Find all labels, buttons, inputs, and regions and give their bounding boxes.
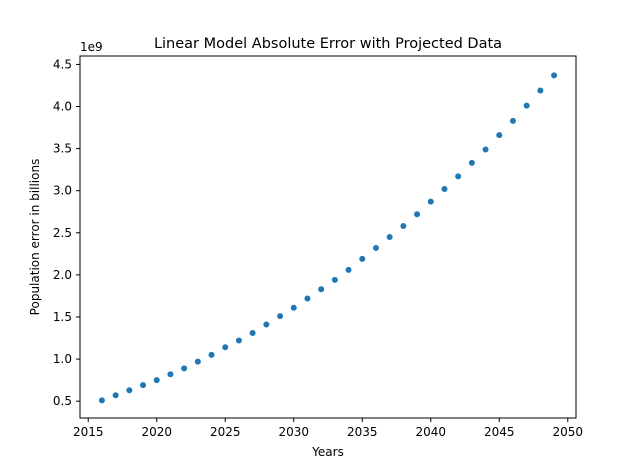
- x-tick-label: 2045: [484, 425, 515, 439]
- x-tick-label: 2040: [415, 425, 446, 439]
- data-point: [441, 186, 448, 193]
- data-point: [126, 387, 133, 394]
- x-tick-label: 2025: [210, 425, 241, 439]
- y-tick-label: 1.0: [53, 352, 72, 366]
- chart-title: Linear Model Absolute Error with Project…: [154, 36, 502, 52]
- data-point: [482, 146, 489, 153]
- data-point: [222, 344, 229, 351]
- data-point: [372, 244, 379, 251]
- x-tick-label: 2030: [278, 425, 309, 439]
- data-points: [98, 72, 558, 404]
- x-tick-label: 2050: [553, 425, 584, 439]
- data-point: [153, 377, 160, 384]
- data-point: [194, 358, 201, 365]
- y-tick-label: 0.5: [53, 394, 72, 408]
- data-point: [400, 223, 407, 230]
- data-point: [386, 234, 393, 240]
- y-tick-label: 3.0: [53, 184, 72, 198]
- data-point: [468, 159, 475, 166]
- data-point: [208, 351, 215, 358]
- y-tick-label: 2.5: [53, 226, 72, 240]
- data-point: [537, 87, 544, 94]
- data-point: [263, 321, 270, 328]
- y-tick-label: 1.5: [53, 310, 72, 324]
- data-point: [455, 173, 462, 180]
- x-axis-label: Years: [311, 445, 344, 459]
- y-tick-label: 2.0: [53, 268, 72, 282]
- x-axis-ticks: 2015 2020 2025 2030 2035 2040 2045 2050: [73, 418, 583, 439]
- y-tick-label: 4.0: [53, 100, 72, 114]
- y-axis-ticks: 0.5 1.0 1.5 2.0 2.5 3.0 3.5 4.0 4.5: [53, 57, 80, 408]
- data-point: [304, 295, 311, 302]
- data-point: [140, 382, 147, 389]
- data-point: [414, 211, 421, 218]
- x-tick-label: 2020: [141, 425, 172, 439]
- data-point: [112, 392, 119, 399]
- data-point: [551, 72, 558, 79]
- data-point: [331, 276, 338, 283]
- x-tick-label: 2015: [73, 425, 104, 439]
- data-point: [359, 255, 366, 262]
- data-point: [427, 198, 434, 205]
- x-tick-label: 2035: [347, 425, 378, 439]
- data-point: [290, 304, 297, 311]
- data-point: [167, 371, 174, 378]
- data-point: [496, 132, 503, 139]
- data-point: [509, 117, 516, 124]
- data-point: [249, 329, 256, 336]
- data-point: [523, 102, 530, 109]
- y-offset-text: 1e9: [80, 40, 103, 54]
- data-point: [98, 397, 105, 404]
- data-point: [235, 337, 242, 344]
- data-point: [277, 313, 284, 320]
- data-point: [345, 266, 352, 273]
- y-tick-label: 3.5: [53, 142, 72, 156]
- y-tick-label: 4.5: [53, 57, 72, 71]
- plot-frame: [79, 55, 577, 419]
- data-point: [318, 286, 325, 293]
- data-point: [181, 365, 188, 372]
- y-axis-label: Population error in billions: [28, 159, 42, 316]
